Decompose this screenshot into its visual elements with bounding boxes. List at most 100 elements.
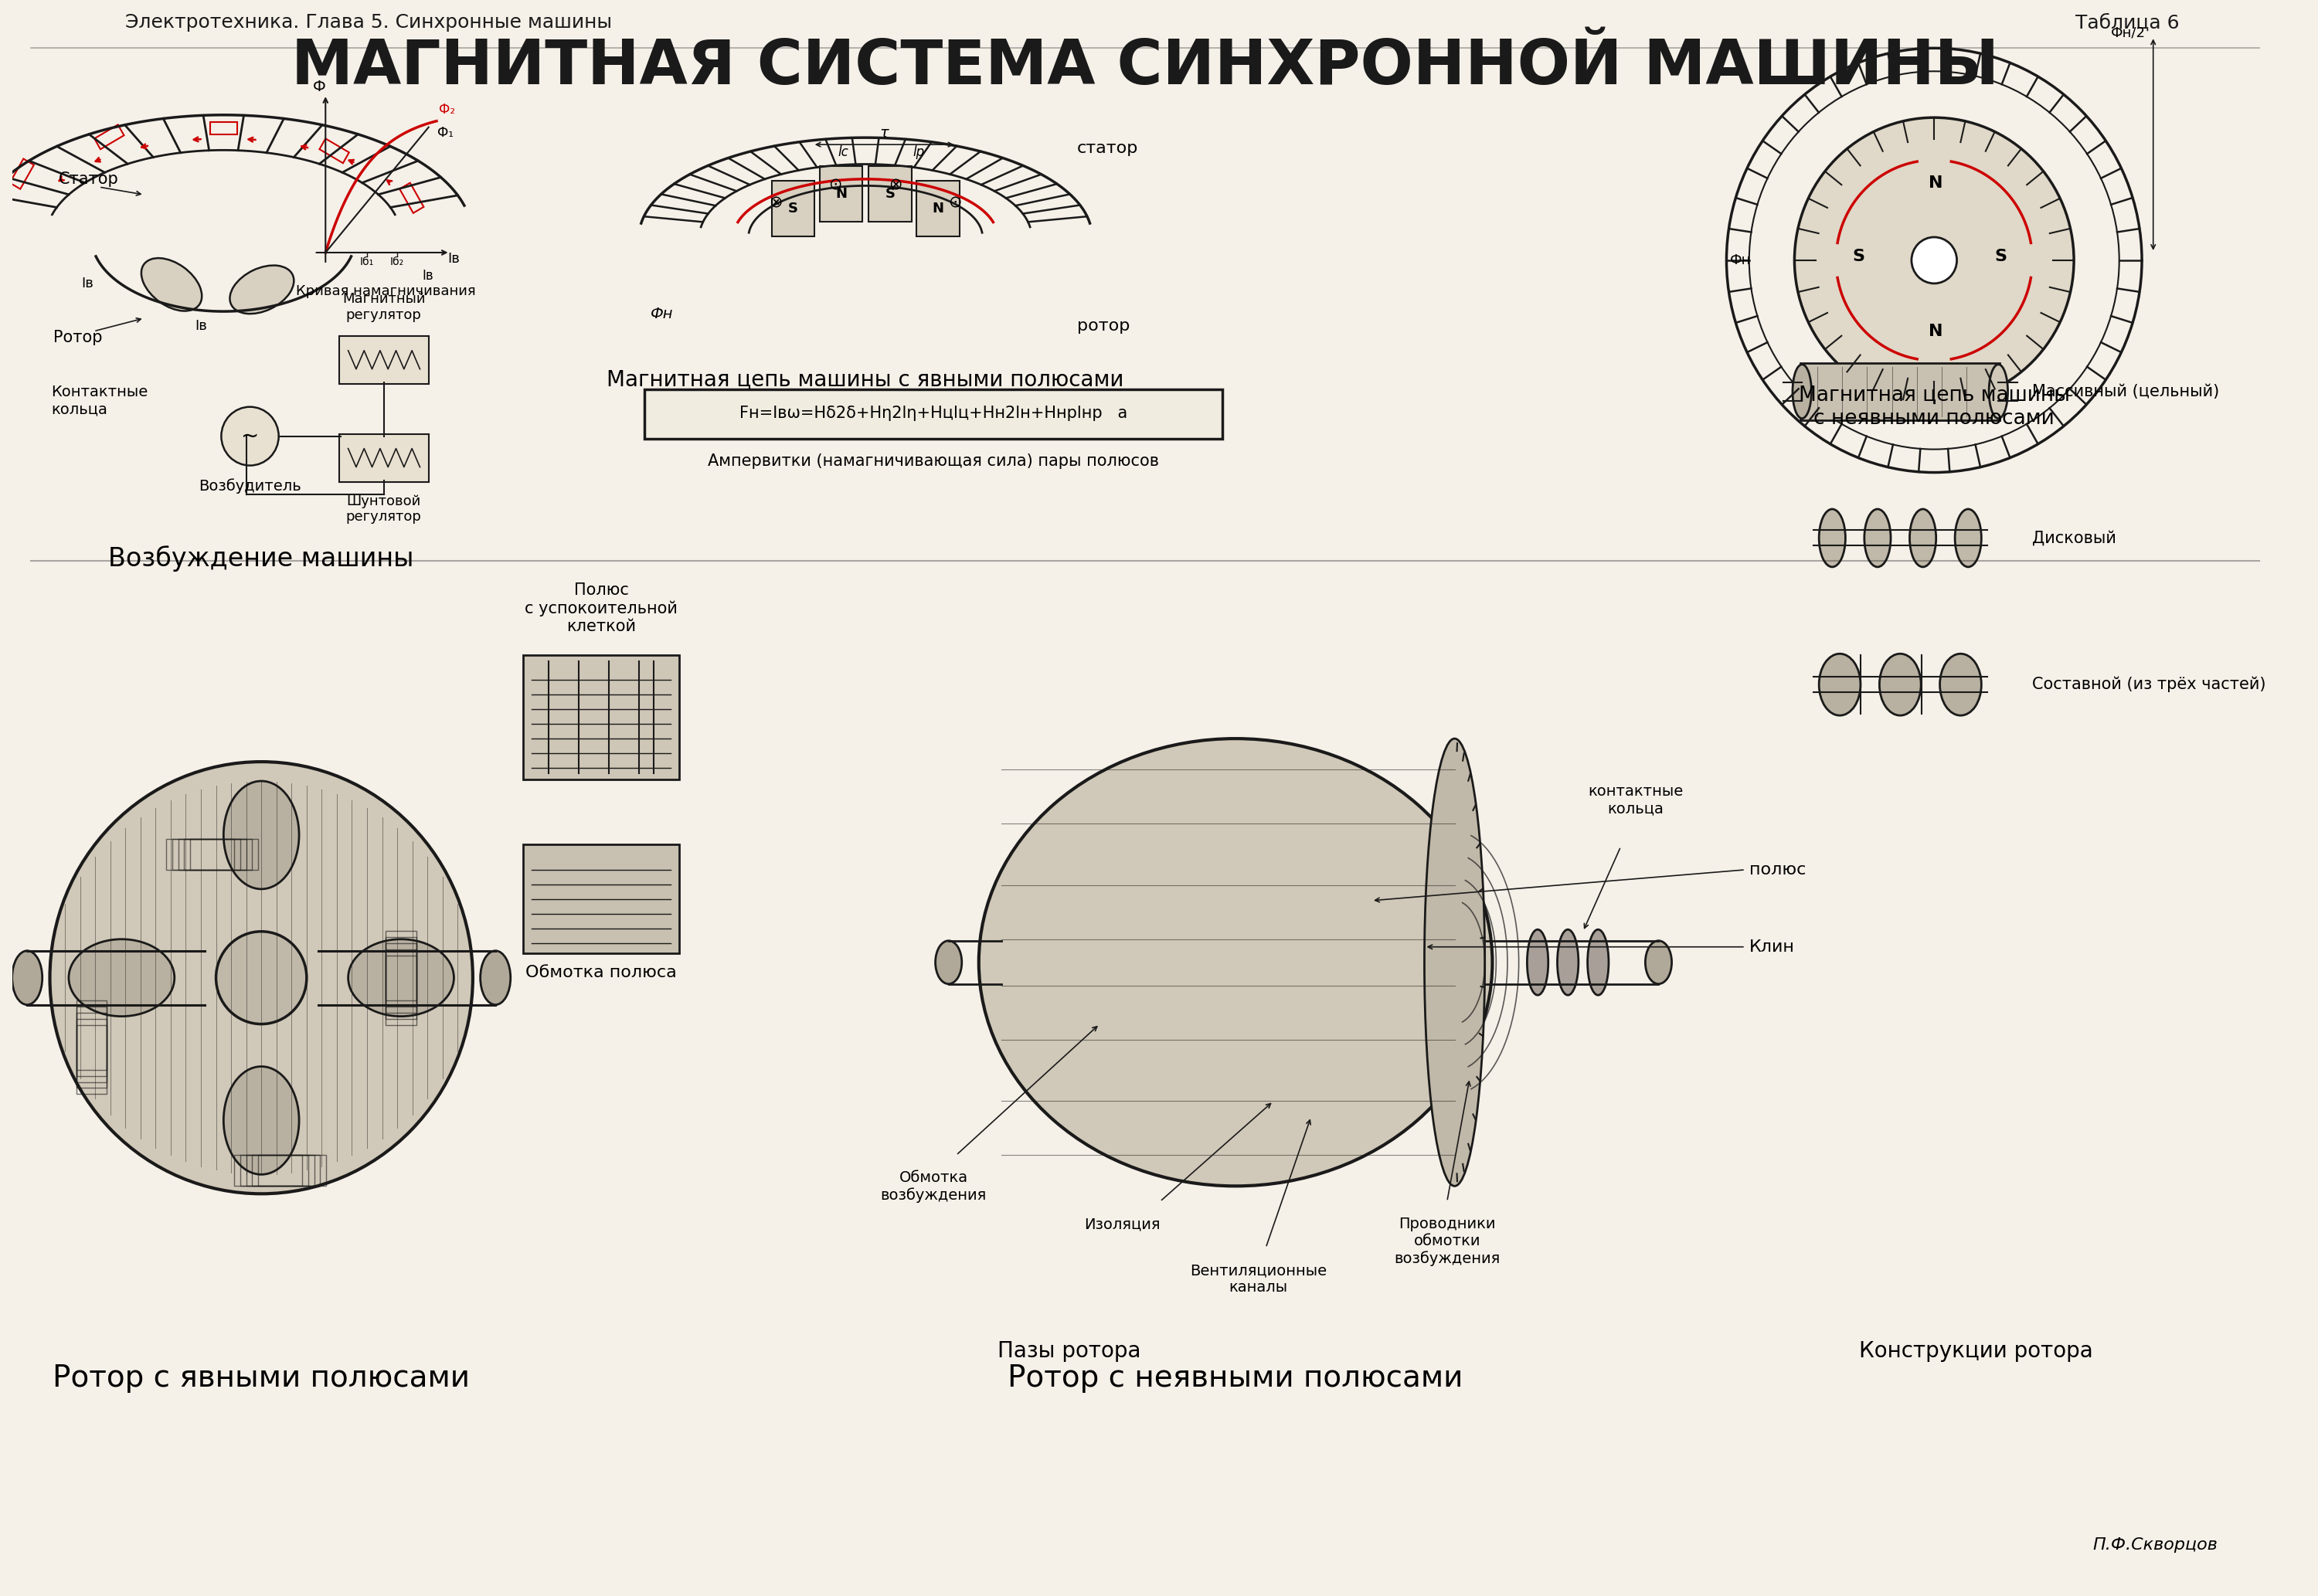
Bar (183, 839, 253, 870)
Ellipse shape (141, 259, 202, 311)
Text: S: S (885, 187, 895, 201)
FancyBboxPatch shape (1801, 362, 2000, 420)
Text: Ротор с явными полюсами: Ротор с явными полюсами (53, 1363, 471, 1393)
Bar (385, 943, 417, 1012)
Ellipse shape (223, 780, 299, 889)
Bar (9, 158, 35, 188)
Text: Клин: Клин (1750, 938, 1794, 954)
Bar (190, 839, 257, 870)
Ellipse shape (51, 761, 473, 1194)
Text: ⊗: ⊗ (770, 195, 783, 211)
Bar (385, 956, 417, 1025)
Text: Изоляция: Изоляция (1085, 1216, 1161, 1232)
Text: lc: lc (837, 145, 848, 160)
Text: Полюс
с успокоительной
клеткой: Полюс с успокоительной клеткой (524, 583, 677, 635)
Ellipse shape (1646, 940, 1671, 983)
Text: ротор: ротор (1078, 318, 1129, 334)
Text: ⊙: ⊙ (948, 195, 962, 211)
Ellipse shape (1528, 929, 1548, 996)
Text: Кривая намагничивания: Кривая намагничивания (297, 284, 475, 298)
FancyBboxPatch shape (524, 844, 679, 953)
Bar (399, 184, 424, 212)
Text: Обмотка
возбуждения: Обмотка возбуждения (881, 1170, 987, 1203)
Bar (253, 1156, 320, 1186)
Text: Ф₂: Ф₂ (438, 102, 454, 117)
Text: полюс: полюс (1750, 862, 1806, 878)
FancyBboxPatch shape (338, 434, 429, 482)
Ellipse shape (936, 940, 962, 983)
Bar (76, 1018, 107, 1088)
Text: Возбудитель: Возбудитель (199, 479, 301, 493)
Bar (76, 1012, 107, 1082)
Text: Iб₁: Iб₁ (359, 257, 373, 267)
FancyBboxPatch shape (644, 389, 1222, 439)
Text: Iв: Iв (447, 252, 459, 265)
Text: S: S (1852, 249, 1866, 265)
Circle shape (220, 407, 278, 466)
Text: ⊗: ⊗ (890, 177, 902, 193)
Bar (178, 839, 246, 870)
Text: Проводники
обмотки
возбуждения: Проводники обмотки возбуждения (1393, 1216, 1500, 1266)
Bar (320, 139, 350, 163)
Bar (167, 839, 234, 870)
Bar (246, 1156, 315, 1186)
Text: МАГНИТНАЯ СИСТЕМА СИНХРОННОЙ МАШИНЫ: МАГНИТНАЯ СИСТЕМА СИНХРОННОЙ МАШИНЫ (292, 37, 1998, 97)
Text: ~: ~ (241, 426, 260, 447)
FancyBboxPatch shape (869, 166, 911, 222)
Ellipse shape (223, 1066, 299, 1175)
Text: Обмотка полюса: Обмотка полюса (526, 964, 677, 980)
Text: Контактные
кольца: Контактные кольца (51, 385, 148, 417)
Text: N: N (834, 187, 846, 201)
Text: Шунтовой
регулятор: Шунтовой регулятор (345, 495, 422, 523)
Text: Дисковый: Дисковый (2033, 530, 2116, 546)
Text: Магнитная цепь машины
с неявными полюсами: Магнитная цепь машины с неявными полюсам… (1799, 385, 2070, 428)
Ellipse shape (1588, 929, 1609, 996)
Text: Магнитная цепь машины с явными полюсами: Магнитная цепь машины с явными полюсами (607, 369, 1124, 389)
Text: Фн: Фн (1729, 254, 1752, 267)
Text: N: N (1929, 176, 1942, 192)
FancyBboxPatch shape (524, 656, 679, 779)
Ellipse shape (1989, 364, 2007, 418)
Bar (76, 1001, 107, 1069)
Text: Ф₁: Ф₁ (438, 126, 454, 140)
Bar (385, 930, 417, 1001)
Bar (95, 124, 123, 150)
Text: Массивный (цельный): Массивный (цельный) (2033, 383, 2221, 399)
Bar (211, 123, 236, 134)
Ellipse shape (1880, 654, 1922, 715)
Bar (76, 1025, 107, 1095)
Ellipse shape (978, 739, 1493, 1186)
Text: Iв: Iв (195, 319, 206, 334)
Text: П.Ф.Скворцов: П.Ф.Скворцов (2093, 1537, 2218, 1553)
Ellipse shape (70, 938, 174, 1017)
FancyBboxPatch shape (916, 180, 960, 236)
Ellipse shape (229, 265, 294, 314)
Text: Ротор с неявными полюсами: Ротор с неявными полюсами (1008, 1363, 1463, 1393)
Text: Магнитный
регулятор: Магнитный регулятор (343, 292, 424, 322)
Text: статор: статор (1078, 140, 1138, 156)
Ellipse shape (1954, 509, 1982, 567)
Text: Конструкции ротора: Конструкции ротора (1859, 1341, 2093, 1361)
Text: Вентиляционные
каналы: Вентиляционные каналы (1189, 1262, 1326, 1294)
Text: Фн: Фн (649, 306, 672, 322)
Ellipse shape (1423, 739, 1486, 1186)
FancyBboxPatch shape (772, 180, 814, 236)
Text: τ: τ (881, 126, 888, 140)
Circle shape (1912, 238, 1956, 284)
Bar (241, 1156, 308, 1186)
Bar (385, 937, 417, 1007)
Text: Таблица 6: Таблица 6 (2075, 13, 2179, 32)
Text: Iв: Iв (422, 268, 433, 282)
Ellipse shape (12, 951, 42, 1005)
Text: S: S (788, 201, 797, 215)
Ellipse shape (1864, 509, 1891, 567)
Text: N: N (1929, 324, 1942, 338)
Ellipse shape (348, 938, 454, 1017)
Text: Составной (из трёх частей): Составной (из трёх частей) (2033, 677, 2267, 693)
FancyBboxPatch shape (338, 335, 429, 383)
Ellipse shape (1792, 364, 1810, 418)
Text: Fн=Iвω=Hδ2δ+Hη2lη+Hцlц+Hн2lн+Hнplнp   a: Fн=Iвω=Hδ2δ+Hη2lη+Hцlц+Hн2lн+Hнplнp a (739, 405, 1127, 421)
Text: Iв: Iв (81, 276, 93, 290)
Text: ⊙: ⊙ (828, 177, 841, 193)
Text: Ротор: Ротор (53, 330, 102, 345)
